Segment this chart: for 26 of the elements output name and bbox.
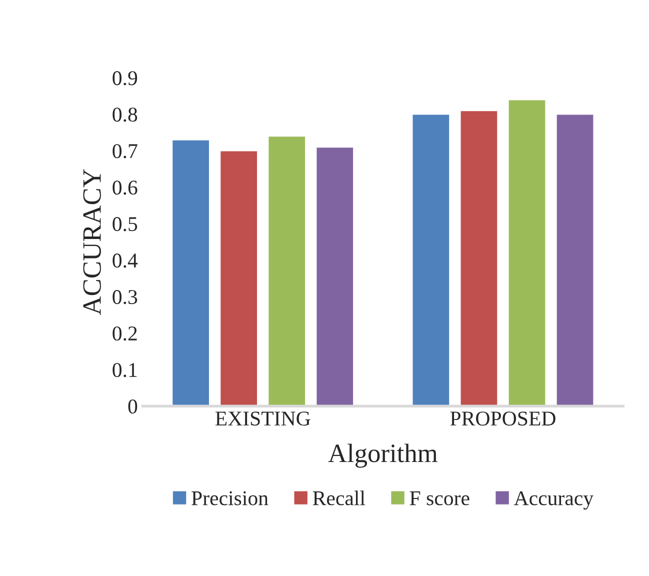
y-tick-label: 0.2 [112,326,137,341]
y-tick-label: 0.7 [112,144,138,158]
legend-label: Recall [312,490,366,506]
bar [268,136,306,406]
legend-label: F score [410,491,470,506]
bar [508,99,546,406]
bar [220,150,258,406]
bar [316,146,354,406]
y-tick-label: 0.3 [112,290,138,304]
y-tick-label: 0.4 [112,254,138,268]
y-tick-label: 0 [128,399,138,414]
y-tick-label: 0.5 [112,217,138,232]
bar [172,139,210,406]
x-axis-title: Algorithm [328,444,438,468]
x-tick-label: EXISTING [215,412,310,426]
bar [412,114,450,406]
y-tick-label: 0.8 [112,108,138,122]
legend-label: Accuracy [514,491,594,510]
legend-label: Precision [192,491,268,506]
bar [460,110,498,406]
y-tick-label: 0.1 [112,362,137,378]
y-tick-label: 0.9 [112,71,138,86]
x-tick-label: PROPOSED [450,412,556,426]
bar [556,114,594,406]
y-axis-title: ACCURACY [83,169,101,315]
y-tick-label: 0.6 [112,180,138,195]
